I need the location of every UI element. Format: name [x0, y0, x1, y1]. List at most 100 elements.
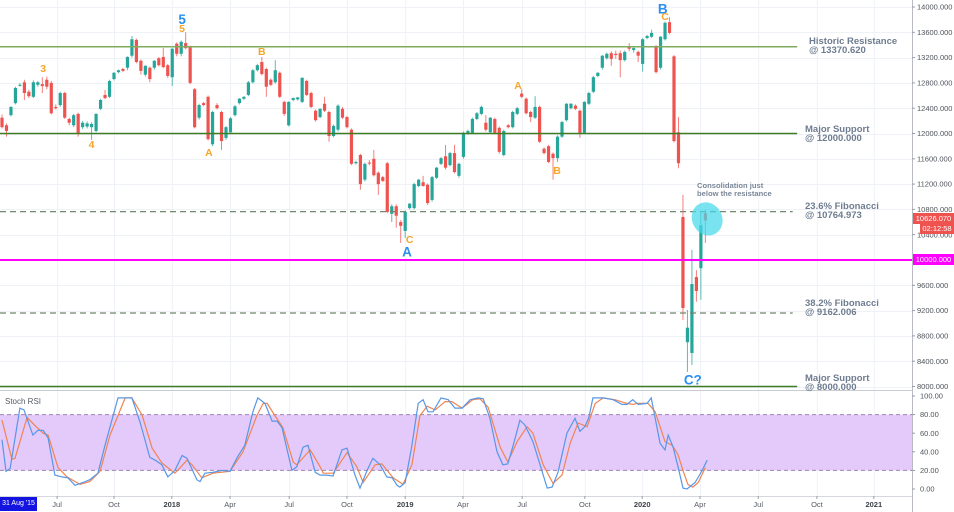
candle-bearish — [340, 106, 345, 119]
candle-bearish — [166, 63, 170, 78]
candle-bullish — [179, 40, 183, 57]
annotations[interactable] — [686, 197, 728, 241]
candle-bearish — [264, 67, 268, 97]
price-axis-label: 12800.000 — [917, 79, 952, 88]
candle-bullish — [291, 97, 295, 102]
candle-bearish — [372, 149, 376, 177]
candle-bullish — [90, 122, 94, 140]
candle-bullish — [246, 81, 250, 97]
level-label-major-support-12000: Major Support @ 12000.000 — [805, 125, 869, 144]
time-axis-label: 2020 — [634, 500, 651, 509]
candle-bullish — [564, 103, 569, 122]
level-label-title: Major Support — [805, 373, 870, 384]
candle-bullish — [448, 151, 452, 167]
candle-bullish — [417, 179, 421, 188]
rsi-axis-label: 80.00 — [920, 410, 939, 419]
candle-bullish — [596, 72, 600, 78]
level-label-major-support-8000: Major Support @ 8000.000 — [805, 373, 870, 393]
level-10000-tag: 10000.000 — [913, 254, 954, 265]
consolidation-note: Consolidation just below the resistance — [697, 182, 772, 198]
candle-bearish — [54, 104, 58, 110]
candle-bearish — [161, 48, 165, 69]
wave-label: C? — [684, 373, 702, 388]
candle-bullish — [555, 135, 560, 162]
candle-bearish — [529, 110, 533, 123]
candle-bearish — [345, 115, 349, 129]
candle-bullish — [475, 111, 479, 121]
price-axis-label: 10800.000 — [917, 205, 952, 214]
price-axis-label: 13200.000 — [917, 53, 952, 62]
candle-bullish — [511, 110, 515, 129]
candle-bearish — [573, 104, 578, 111]
candle-bearish — [282, 100, 286, 116]
candle-bearish — [493, 117, 497, 135]
rsi-axis-label: 0.00 — [920, 485, 935, 494]
candle-bullish — [591, 75, 595, 94]
price-axis[interactable]: 14000.000 13600.000 13200.000 12800.000 1240… — [912, 3, 952, 392]
level-label-title: 38.2% Fibonacci — [805, 298, 879, 309]
candle-bullish — [228, 117, 233, 134]
price-axis-label: 12400.000 — [917, 104, 952, 113]
crosshair-date-tag: 31 Aug '15 — [0, 497, 37, 511]
candle-bullish — [470, 117, 474, 135]
candle-bullish — [515, 106, 519, 116]
wave-label: A — [514, 80, 522, 92]
rsi-axis[interactable]: 100.00 80.00 60.00 40.00 20.00 0.00 — [912, 392, 943, 494]
candle-bearish — [0, 114, 4, 129]
candle-bearish — [385, 161, 389, 214]
candle-bearish — [27, 89, 31, 99]
candle-bearish — [4, 123, 9, 137]
time-axis-label: 2018 — [163, 500, 180, 509]
candle-bullish — [663, 21, 667, 41]
price-axis-label: 13600.000 — [917, 28, 952, 37]
candle-bearish — [349, 128, 354, 166]
wave-label: 5 — [178, 12, 186, 27]
candle-bearish — [139, 59, 143, 75]
horizontal-level-lines[interactable] — [0, 46, 912, 388]
candle-bearish — [202, 101, 206, 107]
time-axis-label: Jul — [52, 500, 62, 509]
candle-bullish — [170, 48, 174, 87]
candle-bullish — [582, 101, 586, 135]
level-label-value: @ 9162.006 — [805, 307, 857, 318]
grid-lines — [0, 0, 912, 496]
candle-bullish — [36, 81, 40, 87]
candle-bearish — [63, 91, 67, 119]
wave-label: C — [406, 234, 414, 246]
stoch-rsi-pane — [0, 396, 912, 490]
candle-bullish — [31, 80, 35, 99]
candle-bullish — [318, 108, 322, 119]
wave-label: B — [258, 46, 266, 58]
price-axis-label: 9200.000 — [917, 306, 948, 315]
candle-bullish — [533, 96, 537, 119]
candle-bearish — [278, 71, 282, 99]
time-axis-label: Oct — [579, 500, 592, 509]
note-line-1: Consolidation just — [697, 181, 764, 190]
candle-bullish — [479, 105, 483, 116]
candle-bullish — [116, 69, 121, 74]
candle-bullish — [13, 86, 18, 105]
price-axis-label: 14000.000 — [917, 3, 952, 12]
candle-bearish — [421, 175, 425, 187]
candle-bearish — [327, 110, 331, 142]
level-label-fib-23-6: 23.6% Fibonacci @ 10764.973 — [805, 202, 879, 221]
candle-bullish — [85, 121, 89, 129]
candle-bullish — [273, 60, 277, 84]
candle-bullish — [58, 91, 62, 107]
indicator-title[interactable]: Stoch RSI — [5, 397, 42, 406]
highlight-ellipse[interactable] — [686, 197, 728, 241]
candle-bearish — [22, 79, 26, 100]
candle-bearish — [367, 160, 371, 166]
candle-bearish — [654, 44, 658, 74]
time-axis[interactable]: Jul Oct 2018 Apr Jul Oct 2019 Apr Jul Oct 2020 Apr J… — [52, 496, 882, 509]
candle-bearish — [497, 126, 501, 154]
candle-bullish — [336, 104, 340, 132]
price-axis-label: 11600.000 — [917, 154, 952, 163]
price-axis-label: 8800.000 — [917, 332, 948, 341]
candle-bearish — [681, 194, 685, 321]
candle-bearish — [551, 152, 555, 180]
candle-bearish — [219, 110, 224, 150]
